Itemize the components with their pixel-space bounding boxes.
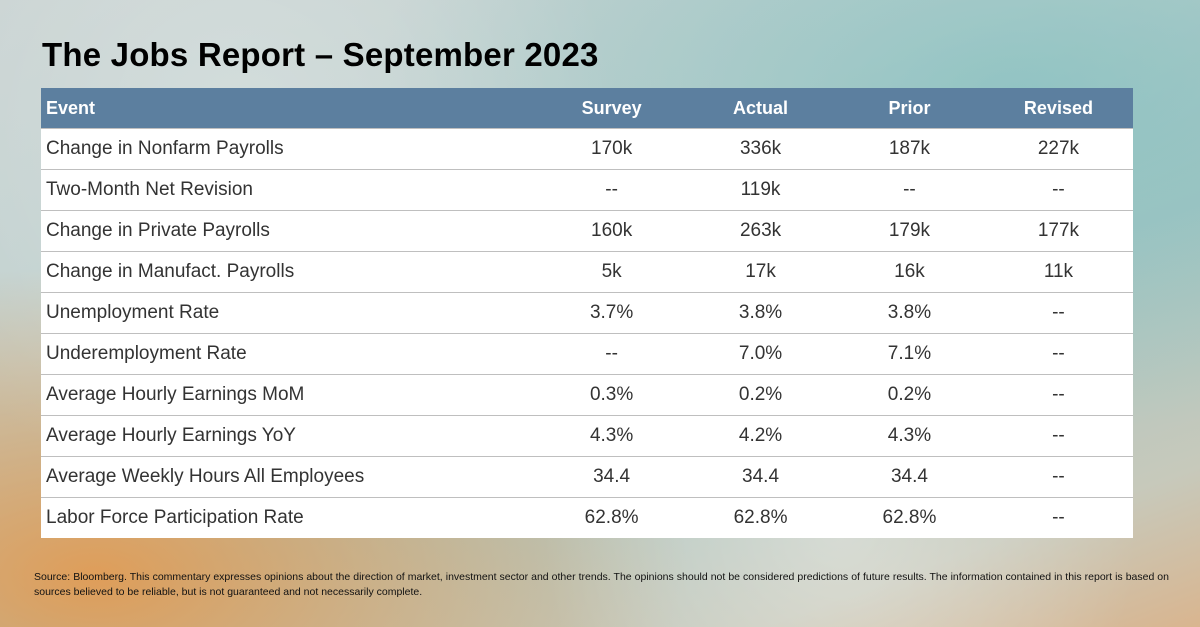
cell-actual: 17k	[686, 251, 835, 293]
cell-survey: 160k	[537, 210, 687, 252]
table-row: Change in Private Payrolls 160k 263k 179k 17…	[41, 210, 1133, 252]
cell-prior: 62.8%	[835, 497, 984, 538]
cell-prior: 187k	[835, 128, 984, 170]
table-row: Average Weekly Hours All Employees 34.4 34…	[41, 456, 1133, 498]
column-header-prior: Prior	[835, 88, 984, 129]
table-row: Unemployment Rate 3.7% 3.8% 3.8% --	[41, 292, 1133, 334]
table-row: Labor Force Participation Rate 62.8% 62.8%…	[41, 497, 1133, 538]
cell-actual: 263k	[686, 210, 835, 252]
cell-actual: 0.2%	[686, 374, 835, 416]
cell-revised: --	[983, 497, 1133, 538]
cell-survey: --	[537, 169, 687, 211]
cell-prior: 7.1%	[835, 333, 984, 375]
column-header-event: Event	[41, 88, 538, 129]
table-row: Average Hourly Earnings YoY 4.3% 4.2% 4.3% -…	[41, 415, 1133, 457]
cell-revised: 177k	[983, 210, 1133, 252]
cell-prior: 16k	[835, 251, 984, 293]
cell-survey: 3.7%	[537, 292, 687, 334]
cell-revised: --	[983, 292, 1133, 334]
cell-prior: 3.8%	[835, 292, 984, 334]
cell-survey: --	[537, 333, 687, 375]
table-body: Change in Nonfarm Payrolls 170k 336k 187k 22…	[41, 128, 1133, 538]
cell-survey: 5k	[537, 251, 687, 293]
cell-event: Labor Force Participation Rate	[41, 497, 538, 538]
column-header-survey: Survey	[537, 88, 687, 129]
cell-actual: 3.8%	[686, 292, 835, 334]
cell-event: Average Hourly Earnings MoM	[41, 374, 538, 416]
table-row: Average Hourly Earnings MoM 0.3% 0.2% 0.2% -…	[41, 374, 1133, 416]
source-note: Source: Bloomberg. This commentary expre…	[34, 571, 1169, 598]
cell-revised: --	[983, 169, 1133, 211]
cell-event: Unemployment Rate	[41, 292, 538, 334]
cell-actual: 336k	[686, 128, 835, 170]
table-header-row: Event Survey Actual Prior Revised	[41, 88, 1133, 129]
cell-event: Change in Manufact. Payrolls	[41, 251, 538, 293]
cell-revised: --	[983, 333, 1133, 375]
cell-survey: 170k	[537, 128, 687, 170]
cell-revised: --	[983, 415, 1133, 457]
cell-actual: 62.8%	[686, 497, 835, 538]
cell-revised: --	[983, 456, 1133, 498]
cell-prior: 179k	[835, 210, 984, 252]
cell-survey: 0.3%	[537, 374, 687, 416]
cell-actual: 34.4	[686, 456, 835, 498]
table-row: Two-Month Net Revision -- 119k -- --	[41, 169, 1133, 211]
cell-event: Underemployment Rate	[41, 333, 538, 375]
cell-prior: 0.2%	[835, 374, 984, 416]
table-row: Underemployment Rate -- 7.0% 7.1% --	[41, 333, 1133, 375]
cell-revised: --	[983, 374, 1133, 416]
cell-revised: 227k	[983, 128, 1133, 170]
cell-actual: 4.2%	[686, 415, 835, 457]
cell-survey: 34.4	[537, 456, 687, 498]
jobs-report-table: Event Survey Actual Prior Revised Change…	[41, 88, 1133, 538]
cell-revised: 11k	[983, 251, 1133, 293]
cell-actual: 7.0%	[686, 333, 835, 375]
cell-survey: 4.3%	[537, 415, 687, 457]
cell-event: Two-Month Net Revision	[41, 169, 538, 211]
cell-event: Change in Nonfarm Payrolls	[41, 128, 538, 170]
table-row: Change in Nonfarm Payrolls 170k 336k 187k 22…	[41, 128, 1133, 170]
cell-event: Average Hourly Earnings YoY	[41, 415, 538, 457]
cell-prior: 34.4	[835, 456, 984, 498]
cell-actual: 119k	[686, 169, 835, 211]
table-row: Change in Manufact. Payrolls 5k 17k 16k 11k	[41, 251, 1133, 293]
column-header-revised: Revised	[983, 88, 1133, 129]
cell-prior: 4.3%	[835, 415, 984, 457]
cell-prior: --	[835, 169, 984, 211]
cell-event: Change in Private Payrolls	[41, 210, 538, 252]
page-title: The Jobs Report – September 2023	[42, 36, 599, 73]
column-header-actual: Actual	[686, 88, 835, 129]
cell-survey: 62.8%	[537, 497, 687, 538]
cell-event: Average Weekly Hours All Employees	[41, 456, 538, 498]
